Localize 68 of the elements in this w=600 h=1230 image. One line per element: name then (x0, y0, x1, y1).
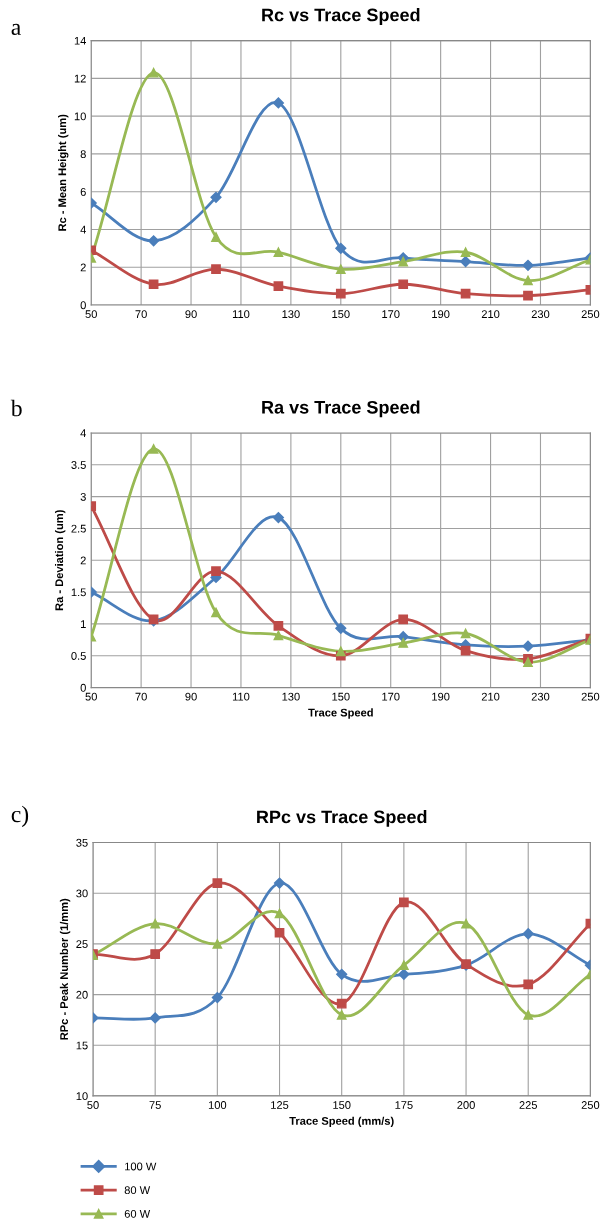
x-tick-label: 250 (581, 692, 600, 701)
x-tick-label: 110 (232, 692, 250, 701)
x-tick-label: 190 (432, 692, 450, 701)
y-tick-label: 6 (80, 187, 86, 196)
x-tick-label: 150 (332, 692, 350, 701)
x-axis-title: Trace Speed (308, 708, 373, 719)
x-tick-label: 230 (531, 310, 550, 319)
y-tick-label: 20 (76, 990, 88, 999)
x-tick-label: 230 (531, 692, 550, 701)
y-tick-label: 4 (80, 429, 87, 437)
x-tick-label: 70 (135, 310, 147, 319)
x-tick-label: 200 (457, 1101, 475, 1109)
x-tick-label: 125 (271, 1101, 289, 1109)
text: a (11, 23, 21, 36)
x-tick-label: 210 (481, 310, 500, 319)
x-tick-label: 130 (282, 692, 300, 701)
y-tick-label: 0.5 (71, 652, 86, 660)
y-tick-label: 35 (76, 838, 88, 847)
y-tick-label: 0 (80, 301, 86, 310)
text: c) (11, 805, 29, 828)
x-tick-label: 50 (87, 1101, 99, 1109)
y-tick-label: 12 (74, 74, 86, 83)
legend-label: 60 W (124, 1209, 151, 1218)
x-tick-label: 150 (333, 1101, 351, 1109)
x-tick-label: 210 (481, 692, 500, 701)
x-axis-title: Trace Speed (mm/s) (289, 1116, 394, 1128)
y-tick-label: 0 (80, 683, 86, 692)
x-tick-label: 225 (519, 1101, 538, 1109)
y-tick-label: 10 (76, 1092, 88, 1101)
y-tick-label: 30 (76, 889, 88, 898)
y-tick-label: 3.5 (71, 461, 86, 469)
x-tick-label: 75 (149, 1101, 161, 1109)
x-tick-label: 175 (395, 1101, 413, 1109)
x-tick-label: 250 (581, 310, 600, 319)
y-tick-label: 25 (76, 940, 88, 949)
x-tick-label: 130 (282, 310, 300, 319)
y-tick-label: 3 (80, 492, 86, 501)
y-tick-label: 2 (80, 263, 86, 272)
y-axis-title: Rc - Mean Height (um) (58, 114, 69, 231)
y-tick-label: 15 (76, 1041, 88, 1050)
y-tick-label: 10 (74, 112, 86, 121)
chart-title: Ra vs Trace Speed (262, 400, 420, 418)
y-tick-label: 2 (80, 556, 86, 565)
x-tick-label: 110 (232, 310, 250, 319)
x-tick-label: 70 (135, 692, 147, 701)
chart-title: RPc vs Trace Speed (257, 810, 427, 827)
y-tick-label: 8 (80, 150, 86, 159)
x-tick-label: 90 (185, 692, 197, 701)
chart-title: Rc vs Trace Speed (262, 8, 420, 25)
x-tick-label: 170 (382, 310, 400, 319)
y-axis-title: Ra - Deviation (um) (54, 510, 66, 611)
y-tick-label: 1.5 (71, 588, 86, 597)
x-tick-label: 150 (332, 310, 350, 319)
x-tick-label: 100 (208, 1101, 227, 1109)
x-tick-label: 250 (581, 1101, 600, 1109)
x-tick-label: 50 (85, 692, 97, 701)
x-tick-label: 50 (85, 310, 97, 319)
x-tick-label: 190 (432, 310, 450, 319)
legend-label: 100 W (125, 1162, 157, 1171)
text: b (10, 399, 22, 417)
y-tick-label: 14 (74, 36, 87, 45)
y-tick-label: 4 (80, 225, 87, 234)
legend-label: 80 W (124, 1186, 151, 1195)
y-axis-title: RPc - Peak Number (1/mm) (59, 898, 71, 1040)
x-tick-label: 170 (382, 692, 400, 701)
x-tick-label: 90 (185, 310, 197, 319)
y-tick-label: 1 (81, 620, 86, 628)
y-tick-label: 2.5 (71, 524, 86, 533)
